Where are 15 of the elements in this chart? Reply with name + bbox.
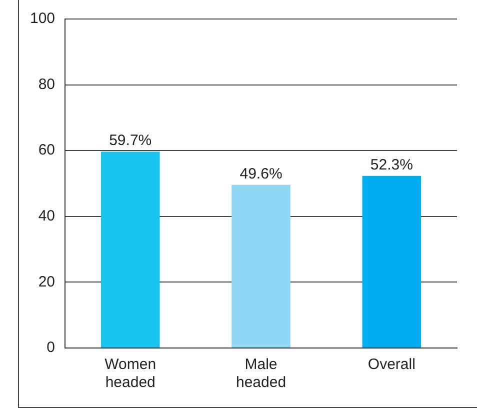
x-tick-label: Women headed [104,356,156,392]
bar [362,176,422,348]
y-tick-label: 20 [38,273,56,290]
data-label: 52.3% [370,156,413,174]
y-tick-label: 0 [46,339,56,356]
y-tick-label: 40 [38,208,56,225]
x-tick-label: Overall [368,356,416,374]
y-tick-label: 60 [38,142,56,159]
y-tick-label: 100 [30,10,56,28]
bar [232,184,290,348]
y-tick-label: 80 [38,76,56,93]
data-label: 49.6% [240,165,282,182]
x-tick-label: Male headed [236,356,286,392]
bar [100,152,160,348]
data-label: 59.7% [109,132,152,150]
